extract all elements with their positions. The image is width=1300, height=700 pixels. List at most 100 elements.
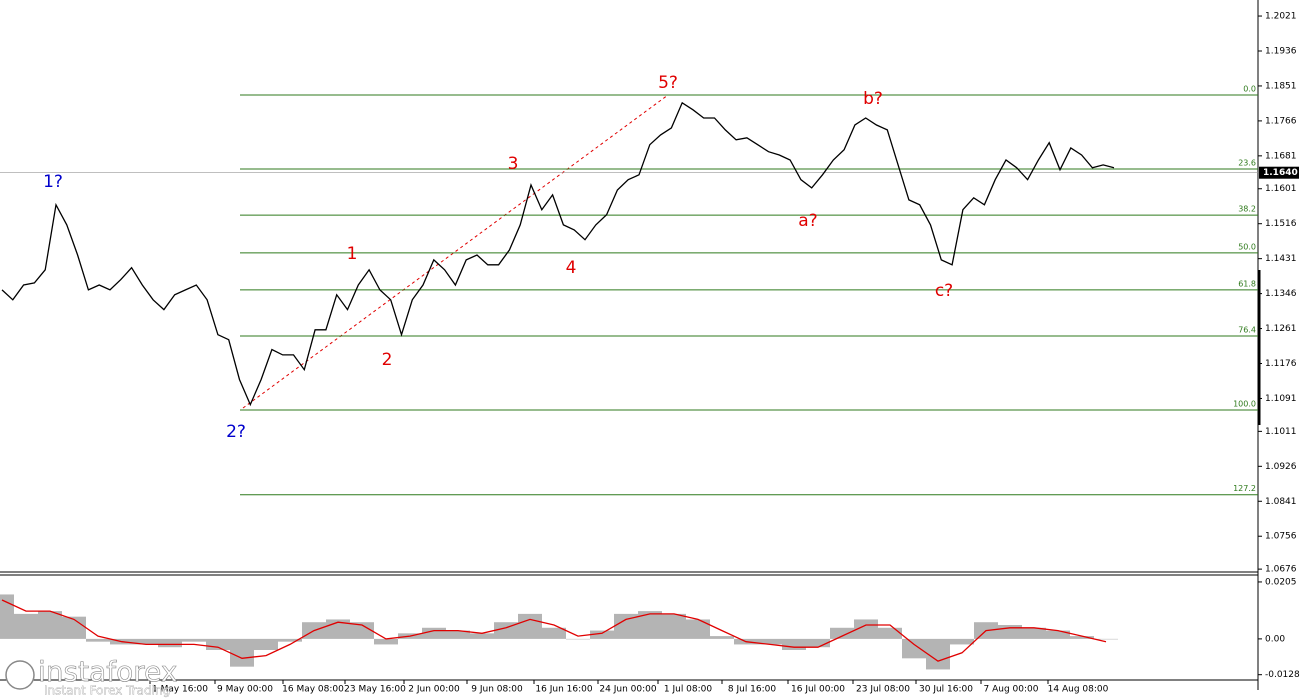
macd-bar	[542, 627, 566, 639]
macd-tick-label: 0.00	[1265, 634, 1285, 644]
x-tick-label: 16 Jul 00:00	[791, 685, 845, 695]
macd-bar	[590, 630, 614, 639]
fib-label: 61.8	[1238, 279, 1256, 288]
macd-bar	[1094, 638, 1118, 640]
macd-bar	[902, 638, 926, 659]
y-tick-label: 1.2021	[1265, 12, 1297, 22]
macd-bar	[86, 638, 110, 642]
wave-label: 1?	[43, 172, 63, 192]
macd-bar	[422, 627, 446, 639]
y-tick-label: 1.1176	[1265, 359, 1297, 369]
y-tick-label: 1.0756	[1265, 532, 1297, 542]
y-tick-label: 1.0841	[1265, 497, 1297, 507]
x-tick-label: 30 Jul 16:00	[919, 685, 973, 695]
x-tick-label: 2 Jun 00:00	[408, 685, 460, 695]
y-tick-label: 1.1431	[1265, 254, 1297, 264]
macd-bar	[374, 638, 398, 645]
x-tick-label: 9 May 00:00	[217, 685, 273, 695]
fib-label: 38.2	[1238, 205, 1256, 214]
macd-bar	[782, 638, 806, 650]
macd-bar	[230, 638, 254, 667]
x-tick-label: 23 May 16:00	[344, 685, 406, 695]
y-tick-label: 1.1766	[1265, 116, 1297, 126]
y-tick-label: 1.1011	[1265, 427, 1297, 437]
y-tick-label: 1.1681	[1265, 151, 1297, 161]
macd-bar	[158, 638, 182, 648]
macd-bar	[38, 611, 62, 639]
macd-bar	[350, 622, 374, 639]
macd-bar	[806, 638, 830, 648]
macd-bar	[950, 638, 974, 645]
macd-bar	[710, 636, 734, 639]
y-tick-label: 1.1261	[1265, 324, 1297, 334]
x-tick-label: 14 Aug 08:00	[1048, 685, 1109, 695]
wave-label: 1	[347, 244, 358, 264]
macd-bar	[446, 630, 470, 639]
x-tick-label: 1 Jul 08:00	[664, 685, 713, 695]
wave-label: 3	[508, 154, 519, 174]
macd-bar	[998, 625, 1022, 639]
macd-bar	[1070, 636, 1094, 639]
macd-bar	[494, 622, 518, 639]
current-price-label: 1.1640	[1263, 168, 1298, 178]
macd-bar	[830, 627, 854, 639]
macd-bar	[278, 638, 302, 642]
logo-tagline: Instant Forex Trading	[44, 684, 170, 698]
logo: instaforex Instant Forex Trading	[5, 655, 178, 698]
x-tick-label: 24 Jun 00:00	[599, 685, 656, 695]
y-tick-label: 1.1936	[1265, 46, 1297, 56]
x-tick-label: 23 Jul 08:00	[856, 685, 910, 695]
macd-bar	[62, 616, 86, 639]
wave-label: 5?	[658, 73, 678, 93]
macd-bar	[686, 619, 710, 639]
macd-bar	[254, 638, 278, 650]
macd-bar	[758, 638, 782, 645]
wave-label: c?	[935, 281, 953, 301]
trend-line	[242, 94, 669, 409]
x-tick-label: 7 Aug 00:00	[984, 685, 1039, 695]
y-tick-label: 1.1851	[1265, 81, 1297, 91]
wave-label: b?	[863, 89, 883, 109]
macd-tick-label: 0.0205	[1265, 577, 1297, 587]
y-tick-label: 1.1346	[1265, 289, 1297, 299]
x-tick-label: 16 May 08:00	[282, 685, 344, 695]
fib-label: 127.2	[1233, 484, 1256, 493]
current-price-box	[1259, 166, 1299, 179]
price-line	[1, 101, 1115, 407]
macd-bar	[878, 627, 902, 639]
fib-label: 50.0	[1238, 242, 1256, 251]
macd-bar	[134, 638, 158, 645]
macd-tick-label: -0.01289	[1265, 670, 1300, 680]
wave-label: 2	[382, 350, 393, 370]
fib-label: 23.6	[1238, 159, 1256, 168]
fib-label: 0.0	[1243, 84, 1256, 93]
macd-bar	[854, 619, 878, 639]
macd-bar	[182, 638, 206, 642]
macd-bar	[566, 638, 590, 640]
logo-icon	[5, 660, 35, 690]
fib-label: 100.0	[1233, 399, 1256, 408]
macd-bar	[662, 613, 686, 639]
macd-bar	[518, 613, 542, 639]
y-tick-label: 1.0926	[1265, 462, 1297, 472]
macd-bar	[1022, 627, 1046, 639]
y-tick-label: 1.1601	[1265, 184, 1297, 194]
macd-bar	[470, 633, 494, 639]
macd-bar	[1046, 630, 1070, 639]
x-tick-label: 8 Jul 16:00	[728, 685, 777, 695]
wave-label: 2?	[226, 422, 246, 442]
macd-signal	[1, 599, 1107, 662]
x-tick-label: 9 Jun 08:00	[471, 685, 523, 695]
x-tick-label: 1 May 16:00	[152, 685, 208, 695]
y-tick-label: 1.1091	[1265, 394, 1297, 404]
wave-label: 4	[566, 258, 577, 278]
macd-bar	[926, 638, 950, 670]
macd-bar	[14, 613, 38, 639]
y-tick-label: 1.0676	[1265, 565, 1297, 575]
macd-bar	[206, 638, 230, 650]
fib-label: 76.4	[1238, 325, 1256, 334]
macd-bar	[0, 594, 14, 639]
y-tick-label: 1.1516	[1265, 219, 1297, 229]
